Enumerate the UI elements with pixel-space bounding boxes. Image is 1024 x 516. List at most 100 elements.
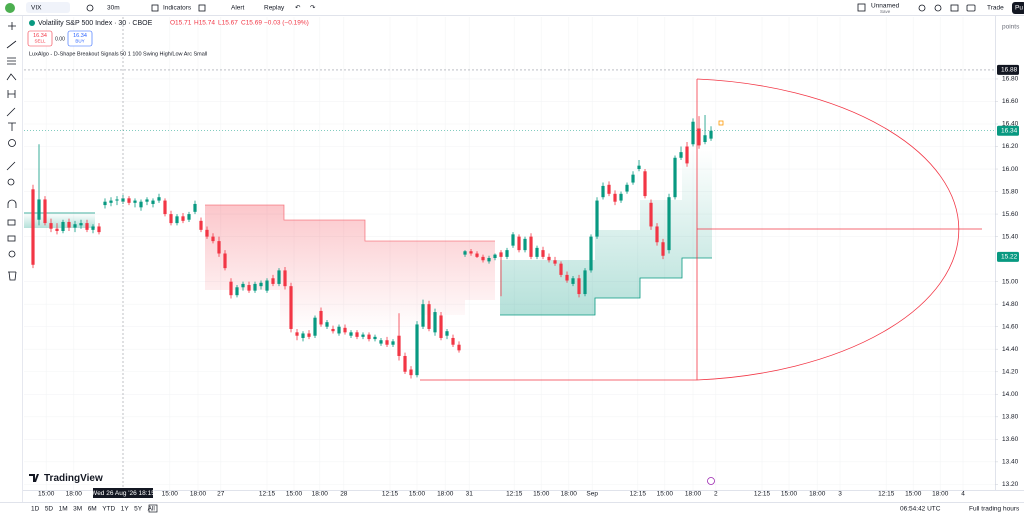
- candle-body: [49, 223, 53, 229]
- candle-body: [595, 200, 599, 237]
- candle-body: [187, 214, 191, 220]
- indicators-icon[interactable]: [151, 4, 159, 12]
- x-tick-label: 12:15: [754, 491, 771, 498]
- candle-body: [325, 322, 329, 327]
- candle-body: [601, 185, 605, 198]
- sell-button[interactable]: [27, 30, 53, 47]
- event-marker[interactable]: [707, 477, 715, 485]
- search[interactable]: [918, 4, 926, 12]
- candle-body: [667, 197, 671, 251]
- y-tick-label: 15.00: [1002, 278, 1019, 285]
- buy-button[interactable]: [67, 30, 93, 47]
- candle-body: [391, 341, 395, 345]
- sell-price[interactable]: 16.34: [33, 33, 47, 39]
- y-tick-label: 16.20: [1002, 143, 1019, 150]
- breakout-zone: [24, 213, 95, 228]
- y-tick-label: 13.80: [1002, 414, 1019, 421]
- snapshot[interactable]: [966, 4, 976, 12]
- zoom-tool[interactable]: [7, 178, 15, 186]
- candle-body: [295, 332, 299, 336]
- candle-body: [115, 199, 119, 201]
- lock-drawing[interactable]: [7, 219, 16, 226]
- publish-button[interactable]: [1012, 2, 1024, 14]
- sell-label[interactable]: SELL: [34, 39, 46, 44]
- icon-tool[interactable]: [8, 139, 16, 147]
- range-button[interactable]: 1M: [59, 506, 68, 513]
- cursor-tool[interactable]: [8, 22, 16, 30]
- candle-body: [277, 270, 281, 284]
- crosshair-price-box: [997, 64, 1019, 75]
- level-price-label: 15.22: [1001, 254, 1018, 261]
- candle-body: [475, 253, 479, 257]
- hide-drawings[interactable]: [8, 250, 16, 258]
- lock-all[interactable]: [7, 235, 16, 242]
- candle-body: [313, 317, 317, 336]
- candle-body: [343, 327, 347, 333]
- candle-body: [655, 226, 659, 243]
- candle-body: [523, 238, 527, 251]
- range-button[interactable]: YTD: [102, 506, 115, 513]
- avatar[interactable]: [5, 3, 15, 13]
- x-tick-label: 31: [466, 491, 474, 498]
- candle-body: [367, 334, 371, 340]
- candle-body: [517, 236, 521, 251]
- indicators[interactable]: Indicators: [163, 5, 192, 12]
- candle-body: [463, 251, 467, 255]
- range-button[interactable]: 5D: [45, 506, 54, 513]
- last-price-label: 16.34: [1001, 127, 1018, 134]
- candle-body: [583, 270, 587, 295]
- brush-tool[interactable]: [6, 107, 16, 117]
- buy-price[interactable]: 16.34: [73, 33, 87, 39]
- y-tick-label: 16.40: [1002, 121, 1019, 128]
- x-tick-label: 12:15: [630, 491, 647, 498]
- y-tick-label: 14.80: [1002, 301, 1019, 308]
- redo[interactable]: ↷: [310, 5, 316, 12]
- range-button[interactable]: 5Y: [134, 506, 143, 513]
- layout-icon[interactable]: [857, 3, 866, 12]
- date-range-picker[interactable]: [148, 504, 158, 513]
- interval[interactable]: 30m: [107, 5, 120, 12]
- x-tick-label: 18:00: [312, 491, 329, 498]
- trend-line-tool[interactable]: [6, 40, 17, 49]
- fib-tool[interactable]: [7, 57, 16, 65]
- publish[interactable]: Pu: [1015, 5, 1023, 12]
- candle-body: [649, 202, 653, 227]
- forecast-tool[interactable]: [7, 90, 16, 98]
- trade[interactable]: Trade: [987, 5, 1004, 12]
- candle-body: [169, 214, 173, 224]
- session[interactable]: Full trading hours: [969, 506, 1020, 513]
- range-button[interactable]: 1D: [31, 506, 40, 513]
- candle-body: [103, 201, 107, 206]
- candle-body: [625, 184, 629, 192]
- compare[interactable]: [86, 4, 94, 12]
- pattern-tool[interactable]: [6, 73, 17, 81]
- fullscreen[interactable]: [950, 4, 959, 12]
- range-button[interactable]: 3M: [73, 506, 82, 513]
- replay[interactable]: Replay: [264, 5, 285, 12]
- candle-body: [127, 198, 131, 203]
- magnet-tool[interactable]: [7, 199, 17, 208]
- remove-drawings[interactable]: [8, 271, 17, 281]
- buy-label[interactable]: BUY: [75, 39, 84, 44]
- measure-tool[interactable]: [6, 161, 16, 171]
- x-tick-label: 18:00: [190, 491, 207, 498]
- alert[interactable]: Alert: [231, 5, 245, 12]
- candle-body: [397, 335, 401, 356]
- candle-body: [31, 189, 35, 265]
- settings[interactable]: [934, 4, 942, 12]
- candle-body: [679, 152, 683, 158]
- candle-body: [505, 250, 509, 257]
- text-tool[interactable]: [8, 122, 16, 131]
- range-button[interactable]: All: [148, 506, 156, 513]
- layout-name[interactable]: Unnamed: [871, 3, 900, 10]
- candle-body: [253, 283, 257, 291]
- templates[interactable]: [198, 4, 206, 12]
- range-button[interactable]: 6M: [88, 506, 97, 513]
- candle-body: [79, 223, 83, 226]
- range-button[interactable]: 1Y: [121, 506, 130, 513]
- symbol[interactable]: VIX: [31, 5, 42, 12]
- symbol-search[interactable]: [26, 2, 70, 13]
- candle-body: [289, 286, 293, 329]
- undo[interactable]: ↶: [295, 5, 301, 12]
